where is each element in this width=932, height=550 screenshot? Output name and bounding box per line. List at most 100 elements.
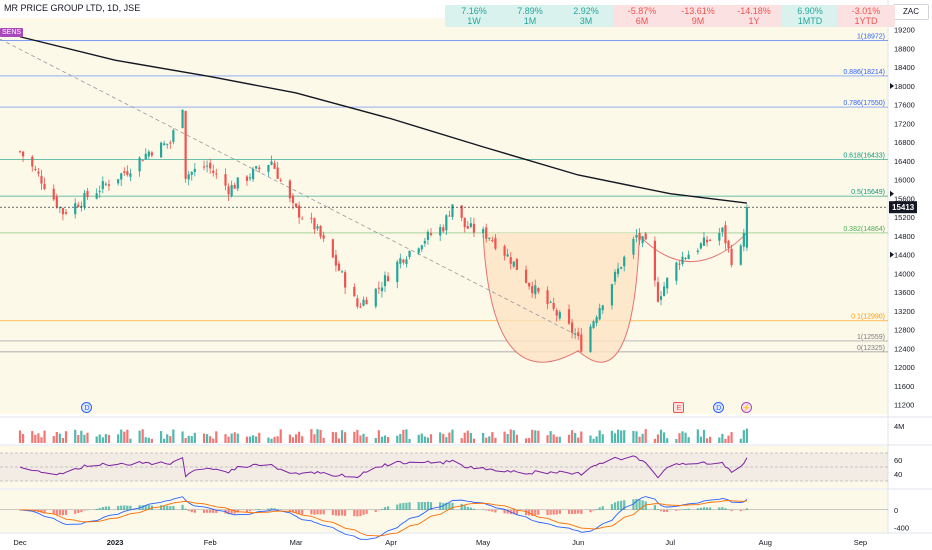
candle-body xyxy=(273,163,276,169)
candle-body xyxy=(245,176,249,181)
macd-histogram-bar xyxy=(380,508,384,510)
candle-body xyxy=(374,288,377,307)
performance-cell-1w[interactable]: 7.16% 1W xyxy=(445,5,503,27)
macd-histogram-bar xyxy=(101,507,104,510)
volume-bar xyxy=(402,429,405,443)
candle-body xyxy=(386,276,390,282)
volume-bar xyxy=(147,437,150,443)
volume-bar xyxy=(184,438,187,443)
candle-body xyxy=(313,218,316,230)
volume-bar xyxy=(52,436,55,443)
candle-body xyxy=(215,173,218,175)
performance-cell-1mtd[interactable]: 6.90% 1MTD xyxy=(781,5,839,27)
candle-body xyxy=(635,234,638,238)
trend-line xyxy=(0,38,576,335)
macd-histogram-bar xyxy=(172,505,175,510)
macd-histogram-bar xyxy=(163,505,166,510)
symbol-title[interactable]: MR PRICE GROUP LTD, 1D, JSE xyxy=(4,3,141,13)
earnings-marker[interactable]: E xyxy=(673,402,685,413)
price-axis-tick: 17600 xyxy=(894,101,915,110)
candle-body xyxy=(61,208,65,215)
volume-bar xyxy=(212,438,215,443)
candle-body xyxy=(52,188,55,200)
volume-bar xyxy=(276,436,279,443)
macd-histogram-bar xyxy=(205,509,209,513)
volume-bar xyxy=(248,436,252,443)
volume-bar xyxy=(555,436,558,443)
volume-bar xyxy=(126,429,129,443)
macd-histogram-bar xyxy=(43,509,46,514)
time-axis-tick: Feb xyxy=(204,538,217,547)
volume-bar xyxy=(386,437,390,443)
volume-bar xyxy=(445,437,448,443)
currency-selector[interactable]: ZAC xyxy=(893,4,929,20)
performance-cell-6m[interactable]: -5.87% 6M xyxy=(613,5,671,27)
volume-bar xyxy=(405,429,408,443)
macd-histogram-bar xyxy=(417,502,420,510)
candle-body xyxy=(724,225,727,244)
candle-body xyxy=(610,284,614,306)
dividend-marker[interactable]: D xyxy=(713,402,725,413)
time-axis-tick: Sep xyxy=(854,538,867,547)
price-axis-tick: 11600 xyxy=(894,382,914,391)
macd-histogram-bar xyxy=(193,509,196,513)
rsi-band xyxy=(0,453,888,481)
volume-bar xyxy=(340,430,344,443)
volume-bar xyxy=(466,430,469,443)
volume-bar xyxy=(21,433,25,443)
macd-histogram-bar xyxy=(187,509,190,511)
volume-bar xyxy=(705,438,709,443)
performance-value: 7.16% xyxy=(461,6,487,16)
price-axis-tick: 16400 xyxy=(894,157,915,166)
volume-bar xyxy=(709,436,712,443)
volume-bar xyxy=(632,430,635,443)
candle-body xyxy=(574,333,577,335)
candle-body xyxy=(383,275,387,287)
performance-cell-1ytd[interactable]: -3.01% 1YTD xyxy=(837,5,895,27)
sens-badge[interactable]: SENS xyxy=(0,28,24,37)
candle-body xyxy=(595,317,598,324)
candle-body xyxy=(270,161,273,165)
candle-body xyxy=(730,248,733,266)
candle-body xyxy=(678,263,681,265)
performance-cell-1y[interactable]: -14.18% 1Y xyxy=(725,5,783,27)
performance-cell-3m[interactable]: 2.92% 3M xyxy=(557,5,615,27)
volume-bar xyxy=(313,434,316,443)
split-marker-icon[interactable]: ⚡ xyxy=(740,402,752,413)
candle-body xyxy=(555,310,558,316)
volume-bar xyxy=(574,432,577,443)
candle-body xyxy=(356,298,359,307)
candle-body xyxy=(150,152,153,156)
volume-bar xyxy=(80,430,83,443)
volume-bar xyxy=(310,429,313,443)
macd-histogram-bar xyxy=(337,509,341,516)
candle-body xyxy=(705,239,709,243)
candle-body xyxy=(288,180,292,199)
volume-bar xyxy=(95,436,98,443)
macd-histogram-bar xyxy=(227,509,230,515)
macd-histogram-bar xyxy=(524,509,528,516)
volume-bar xyxy=(641,433,644,443)
macd-histogram-bar xyxy=(681,509,684,510)
macd-histogram-bar xyxy=(534,509,537,516)
performance-cell-9m[interactable]: -13.61% 9M xyxy=(669,5,727,27)
macd-histogram-bar xyxy=(310,509,313,515)
macd-histogram-bar xyxy=(494,509,497,513)
candle-body xyxy=(184,110,187,179)
candle-body xyxy=(233,184,236,189)
macd-histogram-bar xyxy=(420,502,423,510)
performance-period: 3M xyxy=(579,16,593,26)
macd-histogram-bar xyxy=(107,506,111,510)
candle-body xyxy=(163,143,166,145)
performance-cell-1m[interactable]: 7.89% 1M xyxy=(501,5,559,27)
macd-histogram-bar xyxy=(503,509,506,514)
dividend-marker[interactable]: D xyxy=(81,402,93,413)
performance-period: 1YTD xyxy=(854,16,878,26)
macd-histogram-bar xyxy=(567,509,571,514)
macd-histogram-bar xyxy=(181,504,184,510)
candle-body xyxy=(64,212,68,214)
macd-histogram-bar xyxy=(558,509,561,514)
macd-histogram-bar xyxy=(555,509,558,515)
volume-bar xyxy=(383,435,387,443)
